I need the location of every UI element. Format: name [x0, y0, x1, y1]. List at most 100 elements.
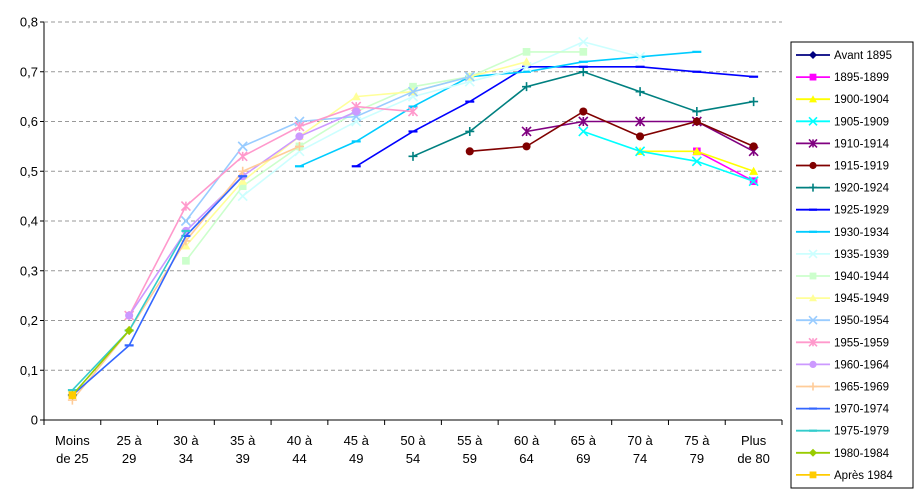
- x-tick-label: 25 à: [116, 433, 142, 448]
- legend-entry: 1965-1969: [796, 382, 889, 394]
- data-point: [808, 138, 818, 148]
- legend-label: 1895-1899: [834, 72, 889, 84]
- x-tick-label: 34: [179, 451, 193, 466]
- x-tick-label: 29: [122, 451, 136, 466]
- data-point: [181, 241, 191, 250]
- legend-box: [790, 41, 914, 489]
- data-point: [808, 315, 818, 325]
- series-line: [469, 110, 754, 153]
- x-tick-label: Moins: [55, 433, 90, 448]
- data-point: [692, 107, 702, 117]
- x-tick-label: 70 à: [627, 433, 653, 448]
- series-line: [71, 175, 244, 396]
- data-point: [124, 325, 134, 335]
- series-15: [67, 141, 304, 405]
- legend-entry: 1975-1979: [796, 426, 889, 438]
- legend-label: 1940-1944: [834, 271, 890, 283]
- series-line: [583, 130, 754, 182]
- series-line: [71, 329, 130, 396]
- data-point: [180, 215, 191, 227]
- data-point: [407, 86, 419, 97]
- data-point: [182, 256, 190, 265]
- data-point: [692, 117, 701, 126]
- legend-entry: 1945-1949: [796, 293, 889, 305]
- legend-entry: 1920-1924: [796, 183, 890, 195]
- y-tick-label: 0,7: [20, 64, 38, 79]
- data-point: [808, 249, 818, 259]
- legend-entry: 1895-1899: [796, 72, 889, 84]
- x-tick-label: 54: [406, 451, 420, 466]
- x-tick-label: 40 à: [287, 433, 313, 448]
- legend-label: 1910-1914: [834, 138, 890, 150]
- legend-entry: 1960-1964: [796, 359, 890, 371]
- data-point: [578, 126, 589, 137]
- legend-label: 1920-1924: [834, 183, 890, 195]
- data-point: [809, 95, 817, 103]
- data-point: [521, 126, 532, 137]
- data-point: [237, 151, 248, 162]
- data-point: [351, 92, 361, 101]
- legend-label: 1980-1984: [834, 448, 890, 460]
- series-line: [128, 110, 357, 316]
- data-point: [465, 126, 475, 136]
- gridlines: [44, 21, 782, 371]
- legend-entry: 1950-1954: [796, 315, 890, 327]
- y-tick-label: 0,6: [20, 114, 38, 129]
- x-tick-label: 39: [235, 451, 249, 466]
- series-line: [696, 150, 754, 182]
- y-tick-label: 0: [31, 413, 38, 428]
- plot-area: [43, 22, 782, 421]
- data-point: [238, 182, 247, 190]
- series-19: [68, 391, 77, 399]
- legend-entry: 1980-1984: [796, 448, 890, 460]
- data-point: [809, 471, 817, 479]
- series-17: [67, 229, 191, 392]
- legend-label: 1965-1969: [834, 382, 889, 394]
- data-point: [691, 156, 702, 167]
- data-point: [578, 67, 588, 77]
- x-tick-label: 65 à: [571, 433, 597, 448]
- data-point: [522, 48, 531, 56]
- x-tick-label: 74: [633, 451, 647, 466]
- legend-label: 1955-1959: [834, 337, 889, 349]
- data-point: [294, 141, 304, 151]
- y-tick-label: 0,3: [20, 263, 38, 278]
- data-point: [578, 36, 589, 47]
- data-point: [579, 107, 588, 116]
- data-point: [238, 166, 248, 176]
- data-point: [125, 311, 134, 320]
- legend-entry: 1955-1959: [796, 337, 889, 349]
- data-point: [295, 132, 304, 141]
- legend-entry: Après 1984: [796, 470, 893, 482]
- legend-entry: 1930-1934: [796, 227, 890, 239]
- series-line: [185, 75, 471, 222]
- x-tick-label: 44: [292, 451, 306, 466]
- x-tick-label: 75 à: [684, 433, 710, 448]
- data-point: [809, 382, 817, 391]
- x-tick-label: 60 à: [514, 433, 540, 448]
- series-6: [408, 67, 759, 161]
- data-point: [809, 360, 817, 368]
- y-tick-label: 0,2: [20, 313, 38, 328]
- legend-entry: 1910-1914: [796, 138, 890, 150]
- legend-entry: 1915-1919: [796, 161, 889, 173]
- x-axis-ticks: Moins de 25 25 à 29 30 à 34 35 à 39 40 à 44 45 à 49…: [43, 420, 783, 466]
- data-point: [809, 448, 817, 457]
- series-3: [578, 126, 759, 187]
- series-line: [71, 230, 187, 391]
- data-point: [578, 116, 589, 127]
- legend-entry: 1935-1939: [796, 249, 889, 261]
- x-tick-label: de 25: [56, 451, 89, 466]
- data-point: [749, 166, 759, 175]
- data-point: [522, 142, 531, 151]
- series-5: [465, 107, 758, 156]
- series-lines: [67, 36, 759, 405]
- x-tick-label: 69: [576, 451, 590, 466]
- data-point: [409, 82, 417, 91]
- legend: Avant 1895 1895-1899 1900-1904 1905-1909 191…: [790, 41, 914, 489]
- data-point: [749, 142, 758, 151]
- x-tick-label: 64: [519, 451, 533, 466]
- data-point: [294, 121, 305, 132]
- data-point: [522, 82, 532, 92]
